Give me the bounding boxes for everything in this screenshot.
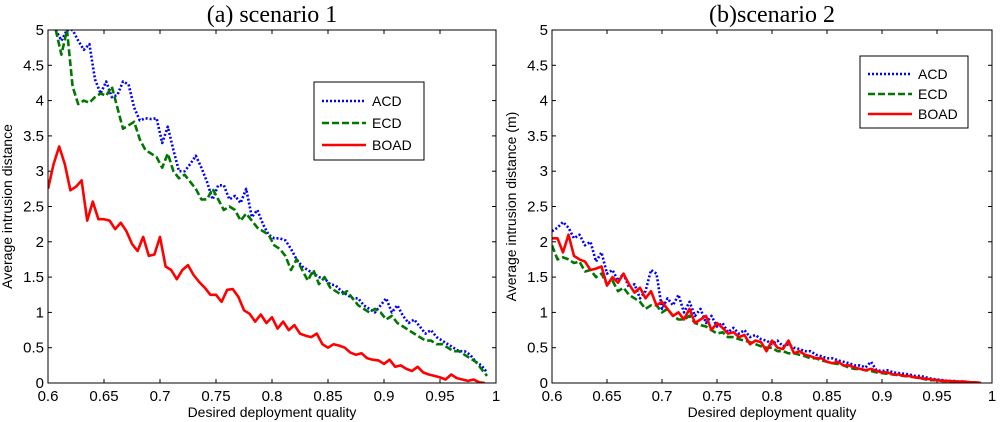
legend-box: [859, 55, 969, 129]
x-tick-label: 1: [988, 388, 996, 405]
panel-a: (a) scenario 1 0.6 0.65 0.7 0.75 0.8 0.85 0.9 0.…: [0, 2, 500, 420]
x-tick-label: 0.65: [592, 388, 621, 405]
x-tick-label: 1: [492, 388, 500, 405]
y-tick-label: 3.5: [527, 128, 548, 145]
series-line-acd: [552, 220, 982, 383]
y-tick-label: 2: [540, 234, 548, 251]
y-tick-label: 4.5: [23, 57, 44, 74]
y-tick-label: 5: [540, 22, 548, 39]
legend: ACD ECD BOAD: [859, 55, 969, 129]
legend-label: ECD: [372, 115, 402, 131]
x-tick-label: 0.75: [702, 388, 731, 405]
x-axis-label: Desired deployment quality: [188, 404, 357, 420]
chart-title: (a) scenario 1: [207, 2, 338, 28]
x-axis-label: Desired deployment quality: [688, 404, 857, 420]
y-tick-label: 4: [36, 93, 44, 110]
axes-frame: [551, 29, 993, 384]
series-line-ecd: [552, 244, 981, 383]
y-axis-label: Average intrusion distance (m): [503, 112, 519, 302]
series-line-acd: [54, 30, 489, 374]
y-tick-label: 1.5: [527, 269, 548, 286]
x-tick-label: 0.95: [425, 388, 454, 405]
y-tick-label: 1: [540, 304, 548, 321]
x-tick-label: 0.7: [652, 388, 673, 405]
x-tick-label: 0.75: [201, 388, 230, 405]
y-tick-label: 4: [540, 93, 548, 110]
y-tick-label: 3: [36, 163, 44, 180]
legend-label: ECD: [918, 86, 948, 102]
x-tick-label: 0.85: [812, 388, 841, 405]
legend: ACD ECD BOAD: [313, 81, 425, 161]
legend-label: ACD: [918, 66, 948, 82]
series-group: [552, 220, 982, 383]
x-tick-label: 0.9: [872, 388, 893, 405]
y-tick-label: 4.5: [527, 57, 548, 74]
y-tick-label: 1: [36, 304, 44, 321]
y-tick-label: 0: [36, 375, 44, 392]
series-line-boad: [48, 145, 485, 383]
y-axis-label: Average intrusion distance: [0, 124, 15, 289]
x-tick-label: 0.8: [762, 388, 783, 405]
y-tick-label: 5: [36, 22, 44, 39]
y-tick-label: 0.5: [527, 340, 548, 357]
chart-title: (b)scenario 2: [709, 2, 835, 28]
x-tick-label: 0.9: [374, 388, 395, 405]
y-tick-label: 1.5: [23, 269, 44, 286]
panel-b: (b)scenario 2 0.6 0.65 0.7 0.75 0.8 0.85 0.9 0.9…: [503, 2, 996, 420]
y-tick-label: 2.5: [527, 199, 548, 216]
legend-label: ACD: [372, 93, 402, 109]
x-tick-label: 0.65: [89, 388, 118, 405]
x-tick-label: 0.95: [922, 388, 951, 405]
y-tick-label: 0: [540, 375, 548, 392]
x-tick-label: 0.6: [38, 388, 59, 405]
y-tick-label: 3: [540, 163, 548, 180]
legend-label: BOAD: [372, 137, 412, 153]
legend-label: BOAD: [918, 106, 958, 122]
x-tick-label: 0.85: [313, 388, 342, 405]
series-group: [48, 30, 489, 383]
series-line-boad: [552, 233, 982, 383]
y-tick-label: 3.5: [23, 128, 44, 145]
y-tick-label: 2.5: [23, 199, 44, 216]
legend-box: [313, 81, 425, 161]
axes-frame: [47, 29, 497, 384]
x-tick-label: 0.8: [262, 388, 283, 405]
y-tick-label: 0.5: [23, 340, 44, 357]
x-tick-label: 0.7: [150, 388, 171, 405]
series-line-ecd: [54, 30, 489, 377]
x-tick-label: 0.6: [542, 388, 563, 405]
y-tick-label: 2: [36, 234, 44, 251]
